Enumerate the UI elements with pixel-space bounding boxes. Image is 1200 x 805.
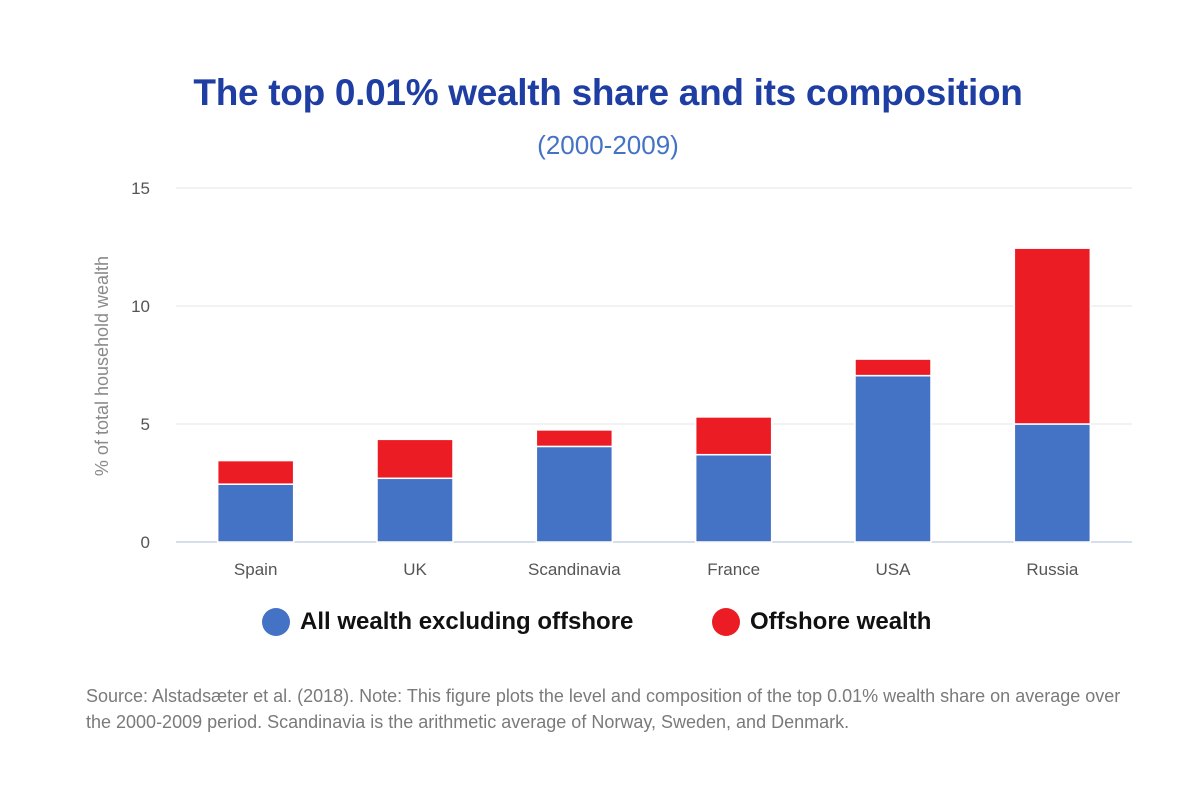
legend-item-excluding-offshore: All wealth excluding offshore (262, 608, 633, 636)
source-note: Source: Alstadsæter et al. (2018). Note:… (86, 686, 1121, 732)
legend-label: Offshore wealth (750, 608, 932, 635)
chart-subtitle: (2000-2009) (537, 130, 679, 160)
y-tick-label: 0 (141, 533, 150, 552)
gridlines (176, 187, 1132, 543)
bar-france-excluding-offshore (694, 453, 773, 543)
bar-spain-offshore (216, 459, 295, 485)
bar-uk-offshore (376, 438, 454, 480)
y-axis-label: % of total household wealth (92, 256, 112, 476)
bars (216, 247, 1092, 543)
bar-russia-offshore (1013, 247, 1092, 425)
x-tick-label: France (707, 560, 760, 579)
bar-usa-excluding-offshore (854, 374, 932, 543)
x-tick-label: Scandinavia (528, 560, 621, 579)
bar-uk-excluding-offshore (376, 477, 454, 543)
bar-scandinavia-excluding-offshore (535, 445, 614, 543)
legend-item-offshore: Offshore wealth (712, 608, 931, 636)
y-tick-label: 15 (131, 179, 150, 198)
bar-usa-offshore (854, 358, 932, 377)
legend-label: All wealth excluding offshore (300, 608, 634, 635)
y-tick-label: 5 (141, 415, 150, 434)
x-tick-label: USA (876, 560, 912, 579)
legend: All wealth excluding offshore Offshore w… (0, 608, 1200, 648)
x-tick-label: Russia (1026, 560, 1079, 579)
x-tick-label: UK (403, 560, 427, 579)
legend-swatch-red (712, 608, 740, 636)
x-tick-label: Spain (234, 560, 277, 579)
bar-france-offshore (694, 416, 773, 456)
legend-swatch-blue (262, 608, 290, 636)
bar-russia-excluding-offshore (1013, 423, 1092, 543)
bar-spain-excluding-offshore (216, 483, 295, 543)
bar-scandinavia-offshore (535, 429, 614, 448)
chart-title: The top 0.01% wealth share and its compo… (193, 72, 1023, 113)
axes: 0 5 10 15 Spain UK Scandinavia France USA Russia (131, 179, 1079, 579)
y-tick-label: 10 (131, 297, 150, 316)
